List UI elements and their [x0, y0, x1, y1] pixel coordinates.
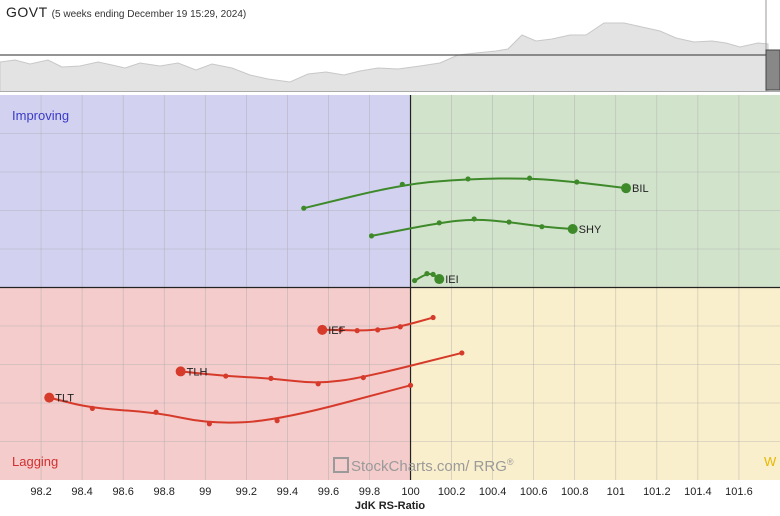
head-point-tlh: [175, 366, 186, 377]
x-tick-label: 101.6: [725, 486, 753, 498]
label-bil: BIL: [632, 183, 649, 195]
tail-point-tlt: [153, 409, 159, 415]
benchmark-panel: GOVT (5 weeks ending December 19 15:29, 2…: [0, 0, 780, 93]
head-point-ief: [317, 324, 328, 335]
quadrant-label-improving: Improving: [12, 108, 69, 123]
label-iei: IEI: [445, 274, 458, 286]
tail-point-bil: [399, 181, 405, 187]
x-tick-label: 98.4: [71, 486, 92, 498]
head-point-bil: [621, 183, 632, 194]
benchmark-sparkline: [0, 0, 780, 93]
quadrant-weakening: [410, 287, 780, 480]
quadrant-label-weakening: W: [764, 454, 777, 469]
period-subtitle: (5 weeks ending December 19 15:29, 2024): [51, 9, 247, 20]
tail-point-shy: [539, 224, 545, 230]
x-tick-label: 99.8: [359, 486, 380, 498]
x-tick-label: 99: [199, 486, 211, 498]
x-tick-label: 99.2: [236, 486, 257, 498]
tail-point-ief: [354, 328, 360, 334]
tail-point-iei: [412, 277, 418, 284]
label-shy: SHY: [579, 224, 602, 236]
label-ief: IEF: [328, 325, 345, 337]
x-tick-label: 100.8: [561, 486, 589, 498]
tail-point-tlh: [315, 381, 321, 387]
x-tick-label: 101: [607, 486, 625, 498]
watermark-mark: ®: [506, 457, 514, 467]
tail-point-iei: [430, 271, 436, 278]
tail-point-tlh: [459, 350, 465, 356]
x-axis: 98.2 98.4 98.6 98.8 99 99.2 99.4 99.6 99.8 100 100…: [30, 486, 753, 498]
tail-point-shy: [368, 233, 375, 239]
x-tick-label: 100.4: [479, 486, 507, 498]
tail-tlt: [49, 384, 411, 424]
tail-point-shy: [471, 216, 477, 222]
tail-point-bil: [526, 175, 533, 181]
tail-point-ief: [375, 327, 381, 333]
x-tick-label: 101.4: [684, 486, 712, 498]
x-tick-label: 100: [401, 486, 419, 498]
tail-point-tlt: [407, 382, 414, 388]
tail-point-iei: [424, 271, 430, 277]
tail-point-tlt: [89, 405, 95, 411]
benchmark-area: [0, 22, 769, 93]
tail-point-ief: [338, 327, 344, 333]
scroll-handle[interactable]: [765, 49, 780, 91]
rrg-chart: Improving Lagging W BIL SHY IEI IEF TLH TLT: [0, 95, 780, 480]
tail-point-ief: [397, 324, 403, 330]
x-tick-label: 99.6: [318, 486, 339, 498]
x-axis-label: JdK RS-Ratio: [354, 500, 426, 512]
watermark-suffix: / RRG: [465, 458, 507, 475]
tail-point-bil: [301, 205, 307, 211]
x-tick-label: 98.2: [30, 486, 51, 498]
label-tlh: TLH: [187, 366, 208, 378]
watermark-brand: StockCharts.com: [351, 458, 466, 475]
x-tick-label: 98.6: [112, 486, 133, 498]
tail-point-tlt: [206, 421, 212, 427]
tail-point-tlt: [274, 418, 280, 424]
tail-point-tlh: [223, 373, 229, 379]
benchmark-symbol: GOVT: [6, 4, 48, 20]
stockcharts-logo-icon: [333, 457, 349, 473]
tail-point-tlh: [360, 374, 366, 381]
quadrant-leading: [410, 95, 780, 288]
stockcharts-watermark: StockCharts.com/ RRG®: [333, 457, 514, 475]
x-tick-label: 99.4: [277, 486, 298, 498]
tail-point-bil: [574, 179, 580, 185]
tail-point-shy: [506, 219, 512, 225]
x-tick-label: 100.2: [438, 486, 466, 498]
head-point-tlt: [44, 392, 55, 403]
x-tick-label: 100.6: [520, 486, 548, 498]
head-point-shy: [567, 223, 578, 234]
tail-point-shy: [436, 220, 442, 226]
tail-point-ief: [430, 314, 436, 321]
chart-header: GOVT (5 weeks ending December 19 15:29, 2…: [6, 4, 246, 20]
tail-bil: [303, 177, 627, 210]
head-point-iei: [434, 274, 445, 285]
quadrant-label-lagging: Lagging: [12, 454, 58, 469]
tail-point-bil: [465, 176, 471, 182]
x-tick-label: 98.8: [153, 486, 174, 498]
label-tlt: TLT: [55, 393, 74, 405]
tail-point-tlh: [268, 375, 274, 381]
x-tick-label: 101.2: [643, 486, 671, 498]
